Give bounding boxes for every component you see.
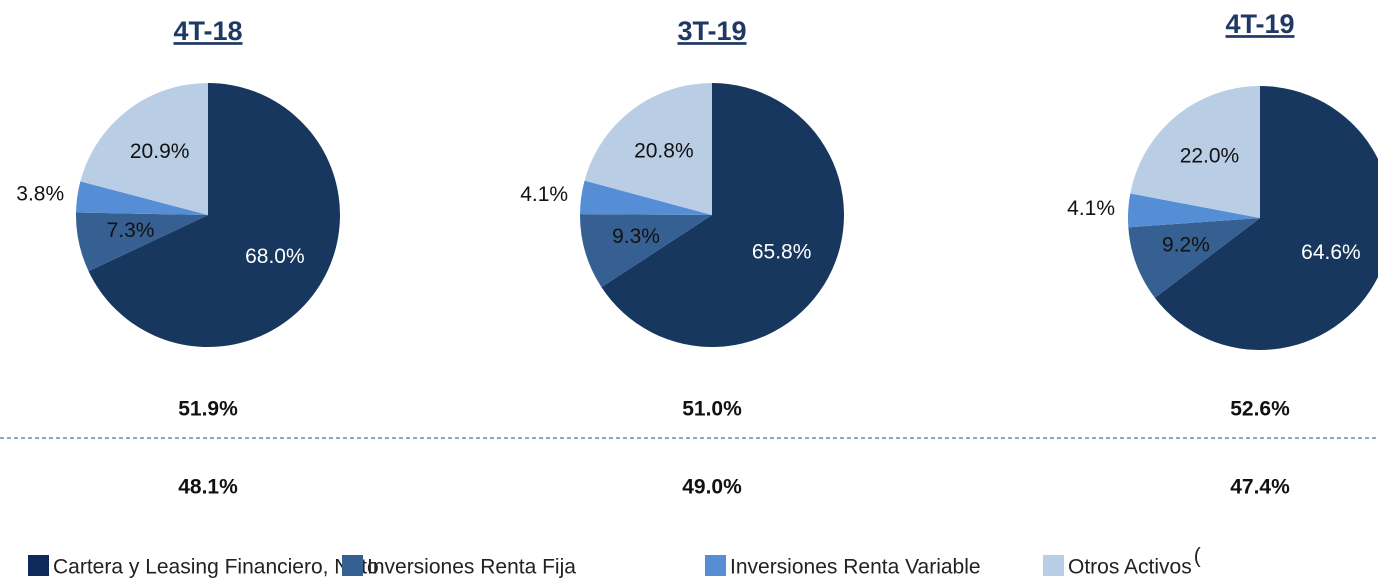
- legend-note: (: [1194, 545, 1201, 568]
- pie-slice: [601, 83, 844, 347]
- upper-value: 51.0%: [682, 398, 742, 421]
- pie-slice: [88, 83, 340, 347]
- pie-slice: [76, 212, 208, 272]
- slice-label: 4.1%: [520, 183, 568, 206]
- slice-label: 9.2%: [1162, 233, 1210, 256]
- upper-value: 51.9%: [178, 398, 238, 421]
- pie-slice: [580, 180, 712, 215]
- legend-swatch: [705, 555, 726, 576]
- pie-slice: [1128, 193, 1260, 228]
- legend-swatch: [28, 555, 49, 576]
- slice-label: 65.8%: [752, 240, 812, 263]
- slice-label: 7.3%: [107, 219, 155, 242]
- pie-slice: [76, 181, 208, 215]
- slice-label: 68.0%: [245, 245, 305, 268]
- pie-slice: [1154, 86, 1378, 350]
- legend-swatch: [1043, 555, 1064, 576]
- legend-label: Inversiones Renta Fija: [367, 556, 576, 579]
- pie-slice: [580, 214, 712, 288]
- legend-swatch: [342, 555, 363, 576]
- legend-label: Inversiones Renta Variable: [730, 556, 981, 579]
- slice-label: 22.0%: [1180, 145, 1240, 168]
- lower-value: 49.0%: [682, 476, 742, 499]
- slice-label: 9.3%: [612, 225, 660, 248]
- slice-label: 20.9%: [130, 140, 190, 163]
- chart-title: 3T-19: [677, 16, 746, 46]
- slice-label: 64.6%: [1301, 241, 1361, 264]
- chart-title: 4T-19: [1225, 9, 1294, 39]
- pie-slice: [1128, 218, 1260, 298]
- pie-slice: [80, 83, 208, 215]
- lower-value: 47.4%: [1230, 476, 1290, 499]
- legend-label: Otros Activos: [1068, 556, 1192, 579]
- upper-value: 52.6%: [1230, 398, 1290, 421]
- chart-title: 4T-18: [173, 16, 242, 46]
- pie-slice: [584, 83, 712, 215]
- pie-slice: [1130, 86, 1260, 218]
- lower-value: 48.1%: [178, 476, 238, 499]
- slice-label: 20.8%: [634, 140, 694, 163]
- slice-label: 4.1%: [1067, 197, 1115, 220]
- legend-label: Cartera y Leasing Financiero, Neto: [53, 556, 379, 579]
- slice-label: 3.8%: [16, 183, 64, 206]
